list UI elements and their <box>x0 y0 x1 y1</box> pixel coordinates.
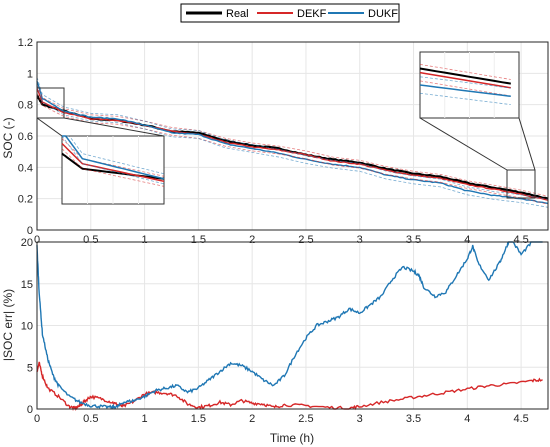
inset-bound-dukf <box>62 135 165 175</box>
error-xtick-label: 0 <box>34 413 40 425</box>
zoom-source-box-left <box>36 87 65 119</box>
error-xlabel: Time (h) <box>270 431 314 445</box>
legend-label-real: Real <box>226 8 249 20</box>
error-xtick-label: 2.5 <box>298 413 313 425</box>
inset-bound-dukf <box>61 135 165 185</box>
zoom-source-box-right <box>506 169 536 199</box>
error-ytick-label: 20 <box>21 237 33 249</box>
error-xtick-label: 2 <box>249 413 255 425</box>
error-xtick-label: 1.5 <box>191 413 206 425</box>
inset-bound-dukf <box>419 76 511 89</box>
inset-bound-dekf <box>419 64 511 80</box>
error-xtick-label: 4 <box>464 413 470 425</box>
error-ytick-label: 0 <box>27 404 33 416</box>
error-xtick-label: 3 <box>357 413 363 425</box>
inset-bound-dukf <box>419 92 511 105</box>
legend-label-dukf: DUKF <box>368 8 398 20</box>
legend-label-dekf: DEKF <box>297 8 327 20</box>
soc-xtick-label: 2.5 <box>298 234 313 246</box>
error-ytick-label: 5 <box>27 362 33 374</box>
error-axes-frame <box>36 241 549 410</box>
soc-bound-dukf <box>36 84 549 208</box>
soc-xtick-label: 4.5 <box>513 234 528 246</box>
error-ylabel: |SOC err| (%) <box>1 289 15 361</box>
soc-ytick-label: 1.2 <box>18 37 33 49</box>
soc-xtick-label: 2 <box>249 234 255 246</box>
soc-xtick-label: 4 <box>464 234 470 246</box>
error-ytick-label: 10 <box>21 321 33 333</box>
error-series <box>36 241 543 412</box>
zoom-connector <box>63 117 165 137</box>
error-series-dekf <box>36 361 543 412</box>
error-xtick-label: 3.5 <box>406 413 421 425</box>
error-xtick-label: 4.5 <box>513 413 528 425</box>
zoom-connector <box>36 117 63 137</box>
soc-ytick-label: 0.2 <box>18 194 33 206</box>
soc-ytick-label: 0.6 <box>18 131 33 143</box>
soc-xtick-label: 1 <box>142 234 148 246</box>
soc-series <box>36 77 549 208</box>
error-xtick-label: 0.5 <box>83 413 98 425</box>
inset-series-dukf <box>419 84 511 98</box>
inset-left-series <box>61 135 165 204</box>
error-ytick-label: 15 <box>21 279 33 291</box>
error-series-dukf <box>36 241 543 410</box>
inset-left <box>61 135 165 205</box>
soc-series-dekf <box>36 88 549 201</box>
soc-xtick-label: 3.5 <box>406 234 421 246</box>
inset-right <box>419 51 520 119</box>
soc-ytick-label: 0 <box>27 225 33 237</box>
soc-ylabel: SOC (-) <box>1 117 15 158</box>
soc-xtick-label: 0 <box>34 234 40 246</box>
soc-ytick-label: 0.8 <box>18 100 33 112</box>
inset-series-dukf <box>62 135 165 180</box>
error-grid <box>37 242 548 409</box>
zoom-connector <box>518 117 536 171</box>
soc-xtick-label: 1.5 <box>191 234 206 246</box>
zoom-connector <box>419 117 508 171</box>
inset-right-series <box>419 52 511 118</box>
soc-xtick-label: 3 <box>357 234 363 246</box>
soc-bound-dukf <box>36 77 549 200</box>
soc-ytick-label: 1 <box>27 68 33 80</box>
zoom-insets <box>36 51 536 205</box>
inset-series-dekf <box>419 71 511 89</box>
inset-bound-dekf <box>419 80 511 97</box>
inset-series-dekf <box>61 143 165 183</box>
soc-panel: 0 0.5 1 1.5 2 2.5 3 3.5 4 4.5 0 0.2 0.4 0.6 0.8 1 1.2 SO… <box>1 37 549 246</box>
soc-ticks: 0 0.5 1 1.5 2 2.5 3 3.5 4 4.5 0 0.2 0.4 0.6 0.8 1 1.2 <box>18 37 529 246</box>
soc-axes-frame <box>36 41 549 231</box>
inset-series-real <box>419 67 511 85</box>
error-xtick-label: 1 <box>142 413 148 425</box>
soc-grid <box>37 42 548 230</box>
legend: Real DEKF DUKF <box>180 3 400 23</box>
soc-bound-dekf <box>36 92 549 205</box>
soc-ytick-label: 0.4 <box>18 162 33 174</box>
soc-series-dukf <box>36 80 549 205</box>
soc-xtick-label: 0.5 <box>83 234 98 246</box>
soc-bound-dekf <box>36 84 549 197</box>
